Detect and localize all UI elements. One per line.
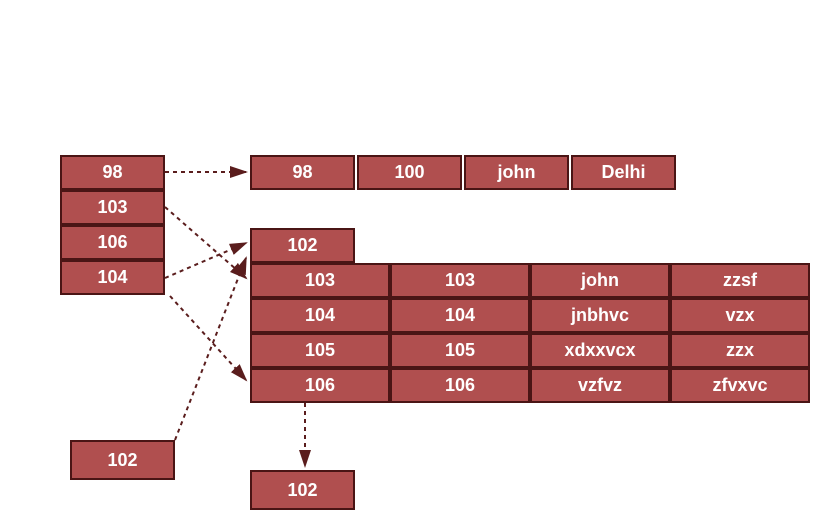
left-stack-cell-2: 106 xyxy=(60,225,165,260)
lone-top-cell: 102 xyxy=(250,228,355,263)
table-cell-r3-c0: 106 xyxy=(250,368,390,403)
arrow-bottom102-to-top102 xyxy=(175,258,246,440)
left-stack-cell-0: 98 xyxy=(60,155,165,190)
lone-left-bottom-cell: 102 xyxy=(70,440,175,480)
arrow-106-to-102 xyxy=(165,243,246,278)
table-cell-r0-c3: zzsf xyxy=(670,263,810,298)
left-stack-cell-3: 104 xyxy=(60,260,165,295)
arrow-104-to-table xyxy=(170,296,246,380)
table-cell-r1-c0: 104 xyxy=(250,298,390,333)
top-row-cell-3: Delhi xyxy=(571,155,676,190)
lone-bottom-cell: 102 xyxy=(250,470,355,510)
top-row-cell-2: john xyxy=(464,155,569,190)
table-cell-r2-c0: 105 xyxy=(250,333,390,368)
table-cell-r0-c1: 103 xyxy=(390,263,530,298)
table-cell-r1-c1: 104 xyxy=(390,298,530,333)
table-cell-r3-c3: zfvxvc xyxy=(670,368,810,403)
arrow-103-to-table xyxy=(165,207,246,278)
top-row-cell-0: 98 xyxy=(250,155,355,190)
table-cell-r2-c3: zzx xyxy=(670,333,810,368)
left-stack-cell-1: 103 xyxy=(60,190,165,225)
table-cell-r1-c3: vzx xyxy=(670,298,810,333)
table-cell-r1-c2: jnbhvc xyxy=(530,298,670,333)
table-cell-r0-c2: john xyxy=(530,263,670,298)
table-cell-r3-c1: 106 xyxy=(390,368,530,403)
table-cell-r2-c1: 105 xyxy=(390,333,530,368)
table-cell-r0-c0: 103 xyxy=(250,263,390,298)
table-cell-r3-c2: vzfvz xyxy=(530,368,670,403)
top-row-cell-1: 100 xyxy=(357,155,462,190)
table-cell-r2-c2: xdxxvcx xyxy=(530,333,670,368)
